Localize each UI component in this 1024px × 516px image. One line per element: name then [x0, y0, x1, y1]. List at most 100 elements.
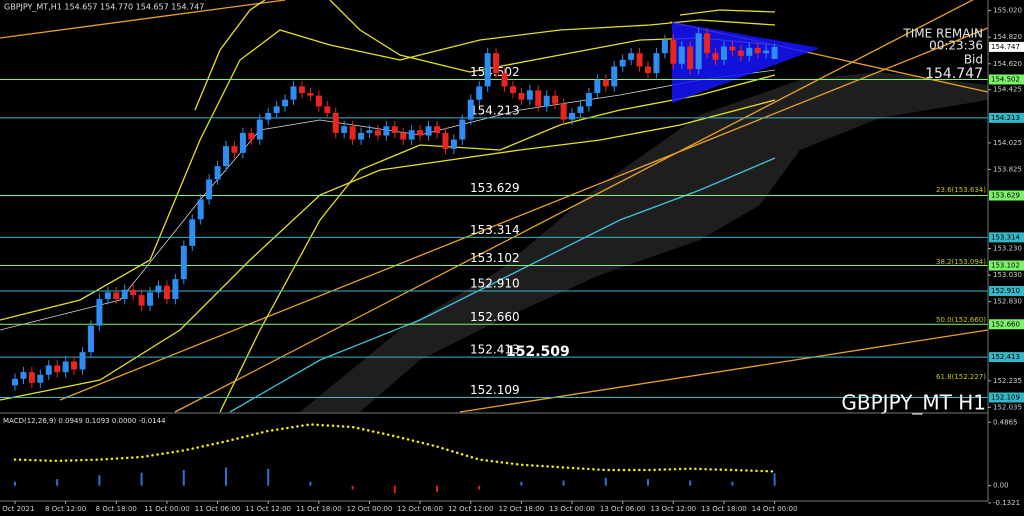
candle-body [577, 106, 584, 113]
y-tick-label: 0.00 [993, 482, 1009, 490]
candle-body [687, 46, 694, 70]
candle-body [155, 285, 162, 293]
histogram-bar [647, 479, 649, 486]
histogram-bar [309, 481, 312, 486]
cloud [300, 72, 988, 412]
x-tick-label: 13 Oct 06:00 [600, 505, 646, 513]
candle-body [763, 50, 770, 54]
histogram-bar [225, 467, 227, 486]
level-tag-label: 154.213 [991, 114, 1020, 122]
candle-body [484, 53, 491, 87]
moving-average [229, 157, 776, 413]
y-tick-label: -0.1321 [993, 499, 1020, 507]
candle-body [332, 112, 339, 133]
candle-body [509, 86, 516, 94]
annotation: 152.509 [506, 344, 570, 360]
candle-body [493, 53, 500, 74]
candle-body [425, 126, 432, 136]
histogram-bar [98, 475, 101, 486]
x-tick-label: 12 Oct 00:00 [347, 505, 393, 513]
x-tick-label: 8 Oct 12:00 [45, 505, 86, 513]
level-label: 152.413 [470, 343, 520, 357]
candle-body [79, 352, 86, 370]
x-tick-label: 13 Oct 18:00 [701, 505, 747, 513]
level-tag [989, 74, 1024, 85]
fib-label: 23.6(153.634) [936, 186, 986, 194]
candle-body [476, 86, 483, 100]
x-tick-label: 11 Oct 12:00 [245, 505, 291, 513]
level-tag-label: 152.660 [991, 320, 1020, 328]
candle-body [197, 199, 204, 220]
fib-labels: 23.6(153.634) 38.2(153.094) 50.0(152.660… [936, 186, 986, 381]
candle-body [189, 219, 196, 246]
candle-body [400, 132, 407, 140]
candle-body [729, 46, 736, 51]
candle-body [121, 289, 128, 300]
candle-body [265, 112, 272, 120]
candle-body [569, 112, 576, 120]
band-line [0, 19, 776, 321]
band-line [0, 99, 776, 401]
time-value: 00:23:36 [929, 39, 983, 53]
candle-body [374, 130, 381, 136]
trendline [0, 0, 286, 39]
level-label: 152.910 [470, 277, 520, 291]
y-tick-label: 154.620 [993, 60, 1022, 68]
candle-body [560, 103, 567, 120]
candle-body [501, 73, 508, 87]
candle-body [526, 90, 533, 100]
candle-body [231, 146, 238, 153]
y-tick-label: 153.825 [993, 165, 1022, 173]
candle-body [459, 119, 466, 140]
candle-body [552, 95, 559, 104]
x-tick-label: 11 Oct 18:00 [296, 505, 342, 513]
y-tick-label: 152.035 [993, 403, 1022, 411]
histogram-bar [773, 473, 776, 486]
bid-tag-label: 154.747 [991, 43, 1020, 51]
candle-body [585, 93, 592, 107]
histogram-bar [56, 479, 59, 486]
candle-body [408, 130, 415, 140]
histogram-bar [14, 481, 16, 486]
x-tick-label: 14 Oct 00:00 [752, 505, 798, 513]
candle-body [670, 39, 677, 64]
candle-body [636, 53, 643, 67]
candle-body [341, 126, 348, 133]
candle-body [28, 372, 35, 383]
y-tick-label: 155.020 [993, 7, 1022, 15]
y-tick-label: 0.4865 [993, 418, 1018, 426]
moving-average [0, 69, 776, 331]
level-tag [989, 190, 1024, 201]
level-tag-label: 153.629 [991, 192, 1020, 200]
level-label: 153.629 [470, 181, 520, 195]
candle-body [214, 166, 221, 180]
candle-body [324, 106, 331, 113]
candle-body [704, 33, 711, 54]
level-label: 152.660 [470, 310, 520, 324]
candles [12, 27, 778, 391]
candle-body [20, 372, 27, 379]
band-line [194, 0, 266, 111]
level-label: 152.109 [470, 383, 520, 397]
histogram-bar [731, 481, 734, 486]
histogram-bar [689, 480, 692, 486]
y-tick-label: 152.830 [993, 298, 1022, 306]
candle-body [518, 93, 525, 100]
candle-body [594, 79, 601, 94]
candle-body [712, 53, 719, 60]
candle-body [282, 99, 289, 107]
histogram-bar [140, 472, 143, 486]
symbol-label: GBPJPY_MT H1 [841, 391, 986, 415]
candle-body [12, 378, 18, 386]
level-tag-label: 152.109 [991, 394, 1020, 402]
histogram-bar [562, 480, 565, 486]
histogram-bar [478, 485, 481, 490]
level-tag-label: 154.502 [991, 75, 1020, 83]
candle-body [678, 46, 685, 64]
candle-body [206, 179, 213, 200]
candle-body [653, 53, 660, 74]
x-tick-label: 11 Oct 00:00 [144, 505, 190, 513]
fib-label: 38.2(153.094) [936, 258, 986, 266]
candle-body [602, 79, 609, 87]
